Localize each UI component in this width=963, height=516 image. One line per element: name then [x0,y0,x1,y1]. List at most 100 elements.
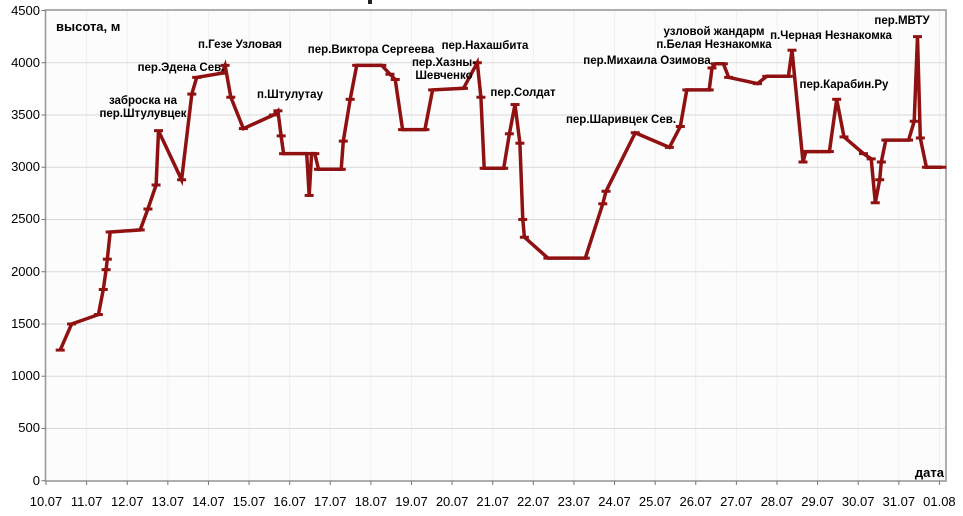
pass-annotation-line: пер.Штулувцек [99,108,187,120]
pass-annotation: пер.Карабин.Ру [724,79,963,92]
data-point-marker [704,88,714,92]
pass-annotation-line: пер.Карабин.Ру [799,79,889,91]
x-tick-label: 17.07 [313,494,347,509]
data-point-marker [177,178,187,182]
x-tick-label: 14.07 [192,494,225,509]
pass-annotation-line: пер.Шаривцек Сев. [565,114,677,126]
y-tick-label: 2000 [11,263,40,279]
data-point-marker [279,152,289,156]
data-point-marker [476,95,486,99]
data-point-marker [601,189,611,193]
data-point-marker [220,63,230,67]
data-point-marker [302,152,312,156]
x-tick-label: 11.07 [70,494,103,509]
data-point-marker [352,63,362,67]
data-point-marker [390,77,400,81]
data-point-marker [151,183,161,187]
data-point-marker [268,113,278,117]
data-point-marker [912,35,922,39]
data-point-marker [598,202,608,206]
pass-annotation: пер.Шаривцек Сев. [501,114,741,127]
data-point-marker [55,348,65,352]
data-point-marker [398,128,408,132]
x-tick-label: 30.07 [841,494,875,509]
pass-annotation-line: пер.Эдена Сев. [137,62,225,74]
data-point-marker [338,139,348,143]
data-point-marker [313,167,323,171]
pass-annotation: узловой жандарм п.Белая Незнакомка [594,26,834,52]
x-tick-label: 29.07 [801,494,834,509]
y-tick-label: 1000 [11,368,40,384]
pass-annotation-line: пер.Солдат [490,87,556,99]
pass-annotation: пер.Хазны- Шевченко [324,57,564,83]
data-point-marker [875,178,885,182]
data-point-marker [543,256,553,260]
x-tick-label: 27.07 [720,494,753,509]
pass-annotation-line: заброска на [108,95,178,107]
data-point-marker [217,71,227,75]
data-point-marker [839,135,849,139]
y-tick-label: 3500 [11,106,40,122]
pass-annotation: пер.Нахашбита [365,40,605,53]
data-point-marker [499,166,509,170]
data-point-marker [710,62,720,66]
data-point-marker [870,201,880,205]
data-point-marker [310,152,320,156]
data-point-marker [135,228,145,232]
pass-annotation-line: пер.Михаила Озимова [583,55,711,67]
pass-annotation-line: п.Гезе Узловая [198,39,282,51]
data-point-marker [724,75,734,79]
data-point-marker [682,88,692,92]
data-point-marker [377,63,387,67]
x-tick-label: 23.07 [557,494,591,509]
data-point-marker [832,97,842,101]
x-tick-label: 10.07 [29,494,63,509]
data-point-marker [304,193,314,197]
clipped-title-fragment [368,0,372,4]
y-axis-title: высота, м [56,19,121,34]
data-point-marker [153,129,163,133]
data-point-marker [718,62,728,66]
x-tick-label: 28.07 [760,494,794,509]
pass-annotation-line: п.Штулутау [257,89,323,101]
data-point-marker [783,74,793,78]
y-tick-label: 4000 [11,54,40,70]
data-point-marker [580,256,590,260]
pass-annotation: п.Черная Незнакомка [711,30,951,43]
data-point-marker [238,127,248,131]
y-tick-label: 3000 [11,159,40,175]
data-point-marker [858,152,868,156]
y-tick-label: 1500 [11,315,40,331]
x-tick-label: 21.07 [476,494,509,509]
data-point-marker [226,95,236,99]
data-point-marker [921,165,931,169]
pass-annotation: пер.Эдена Сев. [61,62,301,75]
plot-border [44,9,947,482]
pass-annotation: пер.МВТУ [782,15,963,28]
data-point-marker [192,75,202,79]
data-point-marker [762,74,772,78]
data-point-marker [664,145,674,149]
data-point-marker [472,61,482,65]
data-point-marker [276,134,286,138]
pass-annotation: заброска на пер.Штулувцек [23,95,263,121]
data-point-marker [881,138,891,142]
data-point-marker [420,128,430,132]
data-point-marker [519,235,529,239]
y-tick-label: 2500 [11,211,40,227]
data-point-marker [515,141,525,145]
data-point-marker [904,138,914,142]
data-point-marker [345,97,355,101]
pass-annotation-line: пер.МВТУ [874,15,930,27]
data-point-marker [273,109,283,113]
x-tick-label: 15.07 [232,494,266,509]
pass-annotation: п.Гезе Узловая [120,39,360,52]
x-tick-label: 18.07 [354,494,388,509]
data-point-marker [143,207,153,211]
data-point-marker [336,167,346,171]
data-point-marker [630,131,640,135]
pass-annotation-line: пер.Хазны- [411,57,477,69]
data-point-marker [518,217,528,221]
data-point-marker [675,124,685,128]
data-point-marker [915,136,925,140]
